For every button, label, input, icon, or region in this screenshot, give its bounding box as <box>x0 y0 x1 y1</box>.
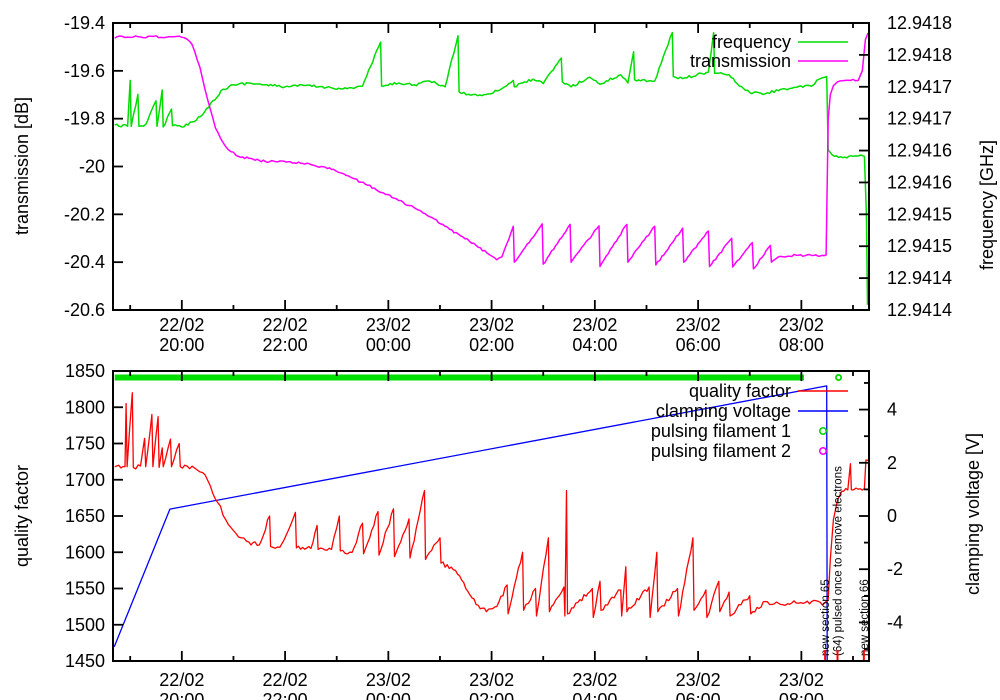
y-left-tick-label: -20 <box>79 157 105 177</box>
y-right-tick-label: 12.9415 <box>887 236 952 256</box>
series-layer <box>113 374 869 661</box>
y-left-tick-label: 1800 <box>65 397 105 417</box>
y-left-tick-label: 1550 <box>65 579 105 599</box>
y-right-tick-label: 2 <box>887 453 897 473</box>
annotation-label: new section 66 <box>859 579 871 656</box>
y-left-tick-label: 1700 <box>65 470 105 490</box>
legend-label: frequency <box>712 32 791 52</box>
y-left-tick-label: 1450 <box>65 651 105 671</box>
y-right-tick-label: 12.9415 <box>887 204 952 224</box>
y-left-tick-label: -20.4 <box>64 252 105 272</box>
y-right-axis-title: frequency [GHz] <box>977 140 997 270</box>
x-tick-label-time: 06:00 <box>676 690 721 700</box>
x-tick-label-time: 08:00 <box>779 335 824 355</box>
x-tick-label-date: 22/02 <box>263 315 308 335</box>
y-right-tick-label: -2 <box>887 559 903 579</box>
y-right-tick-label: 12.9417 <box>887 77 952 97</box>
x-tick-label-time: 04:00 <box>572 690 617 700</box>
x-tick-label-time: 02:00 <box>469 335 514 355</box>
y-left-tick-label: -20.2 <box>64 204 105 224</box>
y-left-ticks <box>113 370 123 662</box>
x-tick-label-time: 00:00 <box>366 335 411 355</box>
y-right-tick-label: 12.9417 <box>887 109 952 129</box>
x-tick-label-time: 06:00 <box>676 335 721 355</box>
y-right-ticks <box>859 22 869 311</box>
x-tick-label-time: 08:00 <box>779 690 824 700</box>
x-tick-label-date: 23/02 <box>366 315 411 335</box>
y-right-tick-label: 4 <box>887 400 897 420</box>
x-tick-label-date: 23/02 <box>469 315 514 335</box>
legend-sample-point <box>818 446 827 455</box>
y-left-tick-label: 1600 <box>65 542 105 562</box>
x-tick-label-time: 00:00 <box>366 690 411 700</box>
legend-label: pulsing filament 2 <box>651 441 791 461</box>
legend-sample-point <box>818 426 827 435</box>
legend-label: clamping voltage <box>656 401 791 421</box>
y-right-tick-label: 0 <box>887 506 897 526</box>
x-tick-label-date: 23/02 <box>572 315 617 335</box>
series-frequency-line <box>114 31 869 305</box>
chart-transmission-frequency: 22/0220:0022/0222:0023/0200:0023/0202:00… <box>12 13 997 355</box>
annotation-label: new section 65 <box>820 579 832 656</box>
y-left-tick-label: -20.6 <box>64 300 105 320</box>
y-left-tick-label: 1500 <box>65 615 105 635</box>
series-clamping-voltage-line <box>113 385 828 661</box>
y-left-tick-label: 1650 <box>65 506 105 526</box>
y-left-tick-label: -19.4 <box>64 13 105 33</box>
y-left-axis-title: transmission [dB] <box>12 97 32 235</box>
x-tick-label-date: 23/02 <box>779 315 824 335</box>
x-tick-label-date: 22/02 <box>263 670 308 690</box>
y-right-tick-label: -4 <box>887 612 903 632</box>
series-layer <box>114 31 869 305</box>
y-left-tick-label: -19.8 <box>64 109 105 129</box>
x-tick-label-time: 04:00 <box>572 335 617 355</box>
legend-label: pulsing filament 1 <box>651 421 791 441</box>
legend-label: quality factor <box>689 381 791 401</box>
y-right-tick-label: 12.9414 <box>887 268 952 288</box>
legend-label: transmission <box>690 51 791 71</box>
series-quality-factor-line <box>114 392 869 619</box>
x-tick-label-time: 22:00 <box>263 690 308 700</box>
x-tick-label-time: 02:00 <box>469 690 514 700</box>
x-tick-label-date: 23/02 <box>469 670 514 690</box>
y-right-tick-label: 12.9418 <box>887 45 952 65</box>
y-right-ticks <box>859 382 869 650</box>
x-tick-label-date: 22/02 <box>159 315 204 335</box>
y-left-tick-label: 1850 <box>65 361 105 381</box>
x-tick-label-time: 22:00 <box>263 335 308 355</box>
x-tick-label-time: 20:00 <box>159 335 204 355</box>
y-right-axis-title: clamping voltage [V] <box>963 433 983 595</box>
x-tick-label-date: 23/02 <box>676 670 721 690</box>
x-tick-label-date: 23/02 <box>572 670 617 690</box>
y-right-tick-label: 12.9416 <box>887 172 952 192</box>
x-ticks <box>129 23 854 310</box>
annotation-label: (64) pulsed once to remove electrons <box>833 466 845 656</box>
x-tick-label-date: 22/02 <box>159 670 204 690</box>
chart-quality-clamping: 22/0220:0022/0222:0023/0200:0023/0202:00… <box>12 361 983 700</box>
series-pulsing-filament-1-point <box>835 374 843 382</box>
x-tick-label-date: 23/02 <box>779 670 824 690</box>
series-transmission-line <box>114 32 869 270</box>
y-left-tick-label: 1750 <box>65 434 105 454</box>
y-left-axis-title: quality factor <box>12 465 32 567</box>
x-tick-label-date: 23/02 <box>676 315 721 335</box>
y-left-tick-label: -19.6 <box>64 61 105 81</box>
y-right-tick-label: 12.9418 <box>887 13 952 33</box>
y-right-tick-label: 12.9416 <box>887 141 952 161</box>
x-ticks <box>129 371 854 661</box>
x-tick-label-date: 23/02 <box>366 670 411 690</box>
y-right-tick-label: 12.9414 <box>887 300 952 320</box>
x-tick-label-time: 20:00 <box>159 690 204 700</box>
y-left-ticks <box>113 22 123 311</box>
